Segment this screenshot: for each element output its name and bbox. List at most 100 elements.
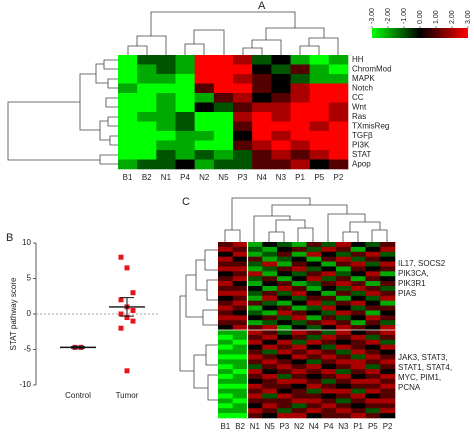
heatmap-cell [277,251,293,257]
heatmap-cell [350,330,366,336]
heatmap-cell [321,344,337,350]
key-tick-label: 1.00 [433,10,440,24]
gene-annotation: MYC, PIM1, [398,373,441,382]
heatmap-cell [336,266,352,272]
heatmap-cell [336,408,352,414]
heatmap-cell [291,330,307,336]
data-point [118,254,124,260]
row-label: Wnt [352,102,367,111]
heatmap-cell [137,112,157,122]
heatmap-cell [380,330,396,336]
heatmap-cell [118,159,138,170]
heatmap-cell [277,403,293,409]
heatmap-cell [277,295,293,301]
heatmap-cell [232,378,248,385]
heatmap-cell [156,93,176,103]
heatmap-cell [291,378,307,385]
heatmap-cell [277,266,293,272]
heatmap-cell [232,256,248,262]
heatmap-cell [271,74,291,84]
heatmap-cell [194,140,215,151]
heatmap-cell [321,354,337,360]
heatmap-cell [252,74,272,84]
heatmap-cell [380,349,396,355]
heatmap-cell [175,83,195,94]
heatmap-cell [118,121,138,132]
heatmap-cell [277,339,293,345]
heatmap-cell [262,388,278,394]
heatmap-cell [306,286,322,292]
column-label: N1 [161,173,172,182]
heatmap-cell [306,271,322,277]
heatmap-cell [247,256,263,262]
heatmap-cell [247,281,263,287]
heatmap-cell [262,271,278,277]
heatmap-cell [321,256,337,262]
heatmap-cell [306,413,322,419]
heatmap-cell [291,266,307,272]
heatmap-cell [194,112,215,122]
x-tick-label: Tumor [116,391,139,400]
heatmap-cell [291,339,307,345]
heatmap-cell [218,413,234,419]
heatmap-cell [306,374,322,380]
heatmap-cell [232,334,248,341]
heatmap-cell [306,251,322,257]
heatmap-cell [321,315,337,321]
row-dendrogram [7,59,118,165]
heatmap-cell [350,276,366,282]
heatmap-cell [306,246,322,253]
heatmap-cell [306,256,322,262]
heatmap-cell [350,369,366,375]
heatmap-cell [380,281,396,287]
heatmap-cell [380,408,396,414]
heatmap-cell [365,359,381,365]
heatmap-cell [247,295,263,301]
heatmap-cell [291,334,307,341]
heatmap-cell [118,131,138,141]
heatmap-cell [213,102,234,113]
heatmap-cell [350,339,366,345]
heatmap-cell [365,295,381,301]
heatmap-cell [277,310,293,316]
heatmap-cell [233,140,253,151]
gene-annotation: PCNA [398,383,421,392]
heatmap-cell [262,408,278,414]
heatmap-cell [277,246,293,253]
heatmap-cell [175,150,195,160]
heatmap-cell [306,315,322,321]
y-axis-title: STAT pathway score [9,277,18,350]
heatmap-cell [350,320,366,326]
heatmap-cell [232,403,248,409]
heatmap-cell [321,408,337,414]
heatmap-cell [306,344,322,350]
heatmap-cell [232,261,248,267]
column-label: P5 [368,422,378,431]
heatmap-cell [291,310,307,316]
heatmap-cell [252,64,272,75]
heatmap-cell [328,121,349,132]
heatmap-cell [365,378,381,385]
heatmap-cell [350,334,366,341]
heatmap-cell [262,266,278,272]
heatmap-cell [306,359,322,365]
heatmap-cell [365,369,381,375]
heatmap-cell [321,300,337,306]
heatmap-cell [262,242,278,248]
heatmap-cell [350,315,366,321]
heatmap-cell [233,93,253,103]
heatmap-cell [306,290,322,297]
heatmap-cell [350,364,366,370]
heatmap-cell [232,413,248,419]
heatmap-cell [252,131,272,141]
heatmap-cell [218,330,234,336]
heatmap-cell [232,349,248,355]
heatmap-cell [137,64,157,75]
heatmap-cell [291,281,307,287]
heatmap-cell [232,310,248,316]
heatmap-cell [213,55,234,65]
y-tick-label: -10 [19,380,31,389]
gene-annotation: PIK3R1 [398,279,426,288]
heatmap-cell [194,102,215,113]
heatmap-cell [262,300,278,306]
